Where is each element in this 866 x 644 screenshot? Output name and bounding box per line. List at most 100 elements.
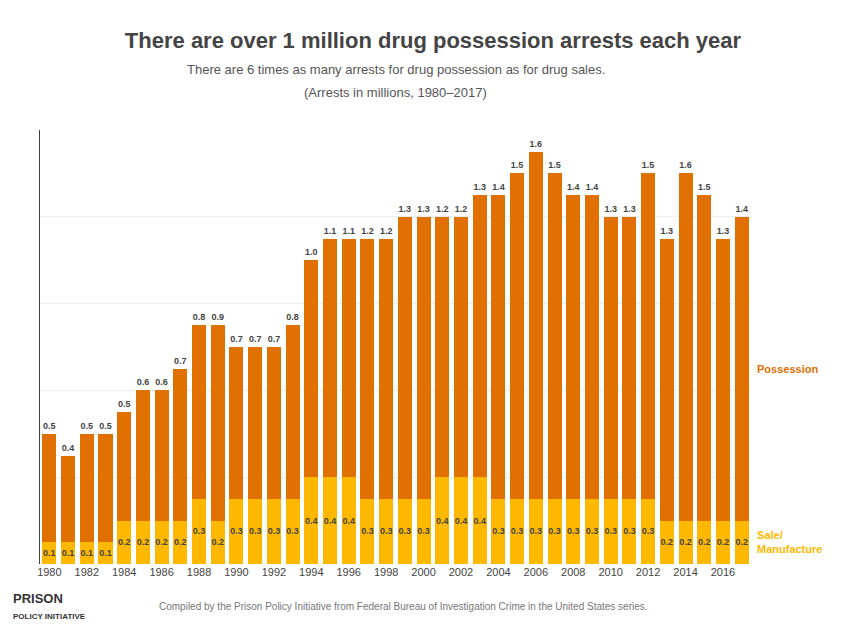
svg-text:0.9: 0.9 [211,312,224,322]
svg-text:0.4: 0.4 [324,516,337,526]
svg-text:2012: 2012 [636,566,660,578]
svg-text:1994: 1994 [299,566,323,578]
svg-text:1.3: 1.3 [417,204,430,214]
svg-text:Possession: Possession [757,363,818,375]
svg-text:0.3: 0.3 [193,526,206,536]
svg-text:0.6: 0.6 [155,377,168,387]
svg-text:1.2: 1.2 [455,204,468,214]
svg-text:1982: 1982 [75,566,99,578]
svg-text:1.3: 1.3 [604,204,617,214]
svg-text:PRISON: PRISON [13,591,63,606]
svg-text:There are over 1 million drug: There are over 1 million drug possession… [125,28,742,53]
svg-text:0.3: 0.3 [399,526,412,536]
svg-text:1980: 1980 [37,566,61,578]
svg-text:0.3: 0.3 [249,526,262,536]
svg-text:0.3: 0.3 [230,526,243,536]
svg-text:1.4: 1.4 [735,204,748,214]
svg-text:0.2: 0.2 [174,537,187,547]
svg-text:1.6: 1.6 [679,160,692,170]
svg-text:1.3: 1.3 [399,204,412,214]
svg-text:0.2: 0.2 [118,537,131,547]
svg-text:1.3: 1.3 [717,226,730,236]
svg-text:0.3: 0.3 [286,526,299,536]
svg-text:0.2: 0.2 [211,537,224,547]
svg-text:1988: 1988 [187,566,211,578]
svg-text:0.3: 0.3 [492,526,505,536]
svg-text:1990: 1990 [224,566,248,578]
svg-text:1.2: 1.2 [436,204,449,214]
svg-text:1.5: 1.5 [548,160,561,170]
svg-text:1986: 1986 [149,566,173,578]
svg-text:0.3: 0.3 [268,526,281,536]
svg-text:1.2: 1.2 [380,226,393,236]
svg-text:2008: 2008 [561,566,585,578]
svg-text:0.5: 0.5 [118,399,131,409]
svg-text:0.2: 0.2 [698,537,711,547]
svg-text:1.1: 1.1 [342,226,355,236]
svg-text:0.1: 0.1 [81,548,94,558]
svg-text:1.4: 1.4 [492,182,505,192]
svg-text:2000: 2000 [411,566,435,578]
svg-text:0.4: 0.4 [455,516,468,526]
svg-text:(Arrests in millions, 1980–201: (Arrests in millions, 1980–2017) [304,85,487,100]
svg-text:1.5: 1.5 [642,160,655,170]
svg-text:0.3: 0.3 [530,526,543,536]
svg-text:0.4: 0.4 [62,443,75,453]
svg-text:0.6: 0.6 [137,377,150,387]
svg-text:2002: 2002 [449,566,473,578]
svg-text:2010: 2010 [598,566,622,578]
svg-text:0.7: 0.7 [268,334,281,344]
svg-text:1.3: 1.3 [661,226,674,236]
svg-text:1.3: 1.3 [473,182,486,192]
svg-text:0.3: 0.3 [604,526,617,536]
svg-text:0.3: 0.3 [511,526,524,536]
svg-text:0.4: 0.4 [436,516,449,526]
svg-text:0.3: 0.3 [417,526,430,536]
svg-text:0.1: 0.1 [62,548,75,558]
svg-text:0.4: 0.4 [342,516,355,526]
svg-text:2014: 2014 [673,566,697,578]
svg-text:1.3: 1.3 [623,204,636,214]
svg-text:0.2: 0.2 [735,537,748,547]
svg-text:0.4: 0.4 [305,516,318,526]
svg-text:0.5: 0.5 [99,421,112,431]
svg-text:0.2: 0.2 [717,537,730,547]
svg-text:0.2: 0.2 [679,537,692,547]
svg-text:0.8: 0.8 [193,312,206,322]
svg-text:0.1: 0.1 [99,548,112,558]
svg-text:0.1: 0.1 [43,548,56,558]
svg-text:1.2: 1.2 [361,226,374,236]
svg-text:0.2: 0.2 [155,537,168,547]
svg-text:Compiled by the Prison Policy: Compiled by the Prison Policy Initiative… [159,601,648,612]
svg-text:1.0: 1.0 [305,247,318,257]
svg-text:2006: 2006 [524,566,548,578]
svg-text:0.3: 0.3 [361,526,374,536]
svg-text:There are 6 times as many arre: There are 6 times as many arrests for dr… [187,62,605,77]
svg-text:0.7: 0.7 [174,356,187,366]
svg-text:Sale/Manufacture: Sale/Manufacture [757,529,822,555]
svg-text:0.3: 0.3 [567,526,580,536]
svg-text:2004: 2004 [486,566,510,578]
svg-text:0.3: 0.3 [380,526,393,536]
svg-text:0.8: 0.8 [286,312,299,322]
svg-text:0.3: 0.3 [586,526,599,536]
svg-text:0.2: 0.2 [661,537,674,547]
svg-text:0.4: 0.4 [473,516,486,526]
svg-text:1.5: 1.5 [511,160,524,170]
svg-text:0.3: 0.3 [548,526,561,536]
svg-text:0.3: 0.3 [642,526,655,536]
svg-text:1992: 1992 [262,566,286,578]
svg-text:0.7: 0.7 [230,334,243,344]
svg-text:1998: 1998 [374,566,398,578]
svg-text:1984: 1984 [112,566,136,578]
svg-text:1.1: 1.1 [324,226,337,236]
svg-text:1.5: 1.5 [698,182,711,192]
svg-text:0.7: 0.7 [249,334,262,344]
svg-text:0.2: 0.2 [137,537,150,547]
svg-text:1996: 1996 [336,566,360,578]
svg-text:1.6: 1.6 [530,139,543,149]
svg-text:1.4: 1.4 [567,182,580,192]
svg-text:POLICY INITIATIVE: POLICY INITIATIVE [13,612,86,621]
svg-text:2016: 2016 [711,566,735,578]
svg-text:0.3: 0.3 [623,526,636,536]
